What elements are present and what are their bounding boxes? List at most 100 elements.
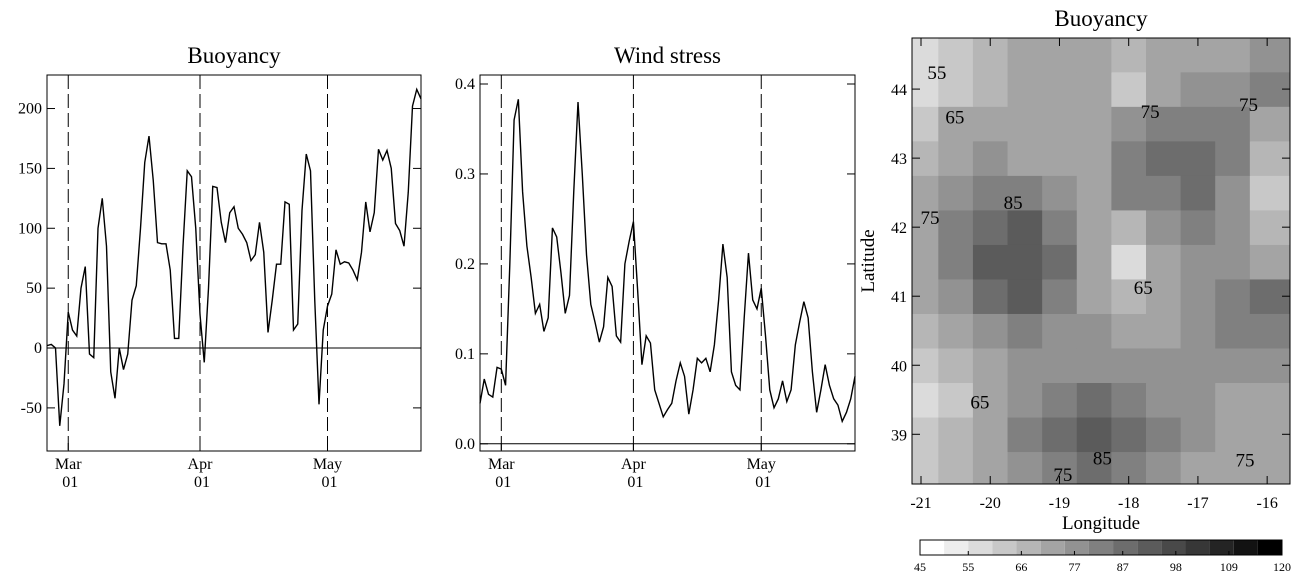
contour-cell xyxy=(912,382,939,418)
contour-cell xyxy=(1042,382,1078,418)
y-tick-label: 41 xyxy=(891,289,907,306)
contour-cell xyxy=(1042,347,1078,384)
contour-cell xyxy=(1146,313,1182,349)
contour-cell xyxy=(1111,175,1147,211)
contour-cell xyxy=(1180,209,1216,245)
contour-cell xyxy=(912,175,939,211)
contour-cell xyxy=(912,106,939,142)
data-line xyxy=(479,99,856,424)
colorbar-box xyxy=(1064,540,1089,555)
chart-title: Wind stress xyxy=(614,43,721,68)
contour-cell xyxy=(1249,382,1291,418)
contour-cell xyxy=(1076,278,1112,314)
contour-cell xyxy=(972,209,1009,245)
contour-cell xyxy=(1180,71,1216,107)
contour-cell xyxy=(1007,175,1043,211)
colorbar-box xyxy=(1016,540,1041,555)
contour-cell xyxy=(1076,313,1112,349)
contour-cell xyxy=(1076,382,1112,418)
contour-cell xyxy=(1215,175,1251,211)
contour-cell xyxy=(1007,71,1043,107)
contour-cell xyxy=(1007,38,1043,73)
contour-label: 75 xyxy=(1239,95,1258,116)
x-tick-label: -18 xyxy=(1118,495,1139,512)
contour-cell xyxy=(1007,417,1043,453)
colorbar-box xyxy=(1185,540,1210,555)
contour-cell xyxy=(1042,417,1078,453)
colorbar-tick-label: 77 xyxy=(1068,560,1080,574)
contour-cell xyxy=(912,451,939,485)
colorbar-box xyxy=(1040,540,1065,555)
contour-cell xyxy=(1180,244,1216,280)
contour-cell xyxy=(938,244,974,280)
contour-cell xyxy=(1111,106,1147,142)
colorbar-tick-label: 45 xyxy=(914,560,926,574)
contour-label: 55 xyxy=(927,63,946,84)
contour-cell xyxy=(1215,451,1251,485)
contour-cell xyxy=(938,209,974,245)
contour-cell xyxy=(1111,347,1147,384)
x-tick-label: -19 xyxy=(1049,495,1070,512)
colorbar-box xyxy=(944,540,969,555)
y-tick-label: 0 xyxy=(34,340,42,357)
colorbar-box xyxy=(1088,540,1114,555)
contour-cell xyxy=(1042,175,1078,211)
contour-cell xyxy=(1146,382,1182,418)
contour-cell xyxy=(1007,382,1043,418)
y-tick-label: 100 xyxy=(18,220,42,237)
y-tick-label: 0.2 xyxy=(455,256,475,273)
contour-cell xyxy=(938,38,974,73)
contour-cell xyxy=(972,175,1009,211)
contour-cell xyxy=(1007,209,1043,245)
colorbar-tick-label: 109 xyxy=(1220,560,1238,574)
contour-cell xyxy=(1007,278,1043,314)
contour-cell xyxy=(1111,244,1147,280)
contour-cell xyxy=(1180,278,1216,314)
colorbar-tick-label: 55 xyxy=(962,560,974,574)
contour-label: 65 xyxy=(945,107,964,128)
contour-cell xyxy=(1076,417,1112,453)
contour-label: 75 xyxy=(1236,451,1255,472)
contour-cell xyxy=(938,451,974,485)
contour-cell xyxy=(1180,106,1216,142)
y-axis-label: Latitude xyxy=(858,229,879,292)
contour-cell xyxy=(972,417,1009,453)
contour-cell xyxy=(1249,244,1291,280)
contour-cell xyxy=(1146,417,1182,453)
contour-cell xyxy=(1042,71,1078,107)
x-tick-label: Mar 01 xyxy=(55,456,82,491)
contour-cell xyxy=(1249,313,1291,349)
contour-cell xyxy=(938,278,974,314)
contour-cell xyxy=(1180,175,1216,211)
contour-cell xyxy=(1007,347,1043,384)
contour-cell xyxy=(972,382,1009,418)
contour-cell xyxy=(1076,347,1112,384)
y-tick-label: 0.0 xyxy=(455,436,475,453)
x-tick-label: May 01 xyxy=(313,456,342,491)
x-tick-label: -21 xyxy=(910,495,931,512)
contour-cell xyxy=(1249,38,1291,73)
y-tick-label: 39 xyxy=(891,427,907,444)
colorbar-box xyxy=(1137,540,1162,555)
contour-cell xyxy=(1042,313,1078,349)
x-tick-label: -17 xyxy=(1187,495,1208,512)
chart-title: Buoyancy xyxy=(1054,6,1148,31)
contour-cell xyxy=(972,140,1009,176)
contour-cell xyxy=(1146,140,1182,176)
y-tick-label: 44 xyxy=(891,82,907,99)
contour-cell xyxy=(1215,382,1251,418)
contour-cell xyxy=(1111,278,1147,314)
colorbar-frame xyxy=(919,539,1283,556)
chart-title: Buoyancy xyxy=(187,43,281,68)
contour-cell xyxy=(938,71,974,107)
contour-cell xyxy=(1180,313,1216,349)
y-tick-label: 0.4 xyxy=(455,76,475,93)
contour-cell xyxy=(1042,209,1078,245)
contour-cell xyxy=(1249,451,1291,485)
y-tick-label: 40 xyxy=(891,358,907,375)
x-tick-label: Apr 01 xyxy=(621,456,647,491)
contour-cell xyxy=(912,313,939,349)
y-tick-label: -50 xyxy=(21,400,42,417)
colorbar-box xyxy=(1209,540,1234,555)
